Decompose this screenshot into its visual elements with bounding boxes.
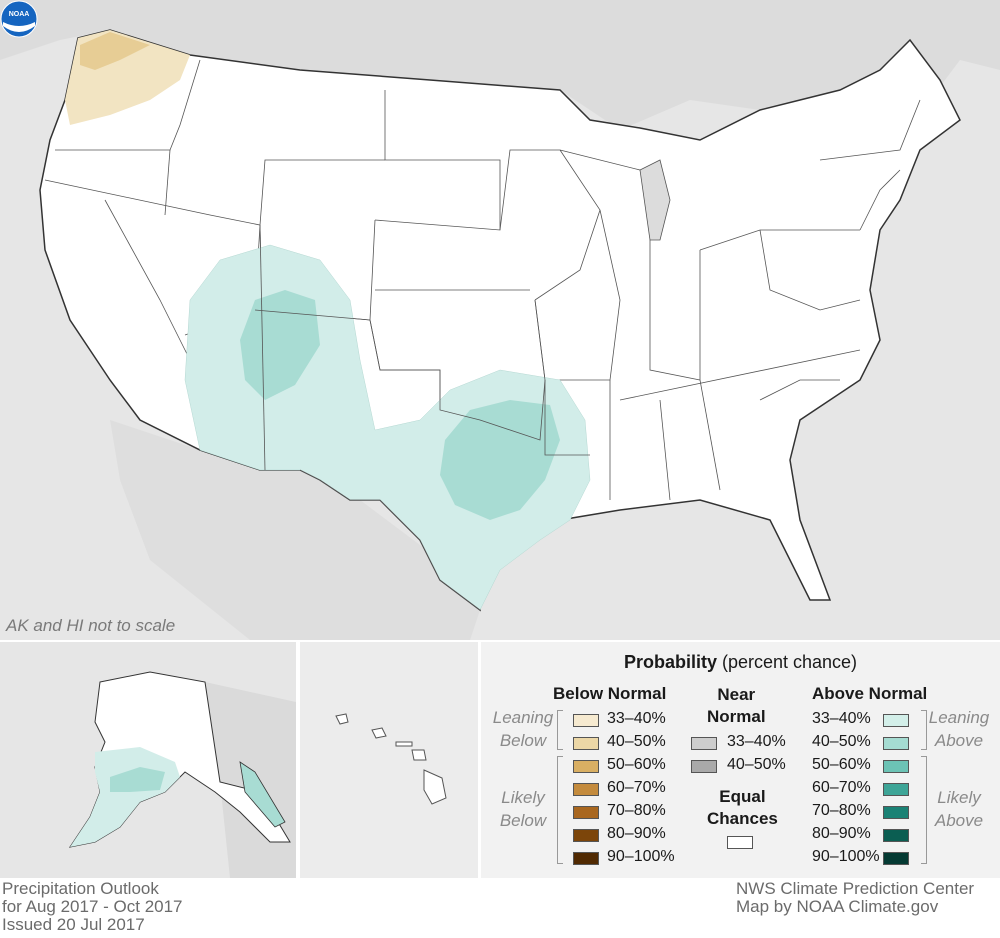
above-normal-item-swatch bbox=[883, 806, 909, 819]
maui bbox=[411, 749, 427, 761]
near-normal-item-swatch bbox=[691, 760, 717, 773]
footer-period: for Aug 2017 - Oct 2017 bbox=[2, 897, 183, 916]
below-normal-item-swatch bbox=[573, 783, 599, 796]
leaning-below-label-1: Leaning bbox=[492, 708, 554, 727]
likely-below-bracket bbox=[557, 756, 563, 864]
below-normal-item-swatch bbox=[573, 737, 599, 750]
near-normal-item-swatch bbox=[691, 737, 717, 750]
below-normal-item-label: 80–90% bbox=[607, 825, 666, 842]
conus-map: AK and HI not to scale NOAA bbox=[0, 0, 1000, 640]
below-normal-item-label: 60–70% bbox=[607, 779, 666, 796]
below-normal-moderate-nw bbox=[80, 32, 150, 70]
noaa-logo-text: NOAA bbox=[9, 11, 30, 18]
above-normal-item-label: 40–50% bbox=[812, 733, 871, 750]
legend: Probability (percent chance) Below Norma… bbox=[481, 642, 1000, 878]
leaning-above-label: Leaning Above bbox=[921, 706, 997, 752]
noaa-logo-icon: NOAA bbox=[0, 0, 38, 38]
likely-below-label-1: Likely bbox=[501, 788, 545, 807]
leaning-below-label: Leaning Below bbox=[481, 706, 565, 752]
near-normal-header: Near Normal bbox=[707, 684, 766, 728]
above-normal-item-label: 70–80% bbox=[812, 802, 871, 819]
likely-above-label-1: Likely bbox=[937, 788, 981, 807]
below-normal-item-label: 90–100% bbox=[607, 848, 675, 865]
great-lake bbox=[639, 159, 671, 241]
above-normal-item-swatch bbox=[883, 783, 909, 796]
below-normal-item-swatch bbox=[573, 714, 599, 727]
canada-land bbox=[0, 0, 1000, 140]
below-normal-item-swatch bbox=[573, 806, 599, 819]
likely-below-label: Likely Below bbox=[481, 786, 565, 832]
above-normal-item-label: 33–40% bbox=[812, 710, 871, 727]
below-normal-header: Below Normal bbox=[553, 684, 667, 703]
above-normal-item-label: 90–100% bbox=[812, 848, 880, 865]
below-normal-item-label: 50–60% bbox=[607, 756, 666, 773]
legend-title-rest: (percent chance) bbox=[716, 652, 858, 672]
molokai bbox=[395, 741, 413, 747]
mexico-land bbox=[110, 420, 480, 640]
not-to-scale-note: AK and HI not to scale bbox=[6, 616, 176, 635]
above-normal-item-label: 50–60% bbox=[812, 756, 871, 773]
leaning-below-bracket bbox=[557, 710, 563, 750]
above-normal-item-label: 60–70% bbox=[812, 779, 871, 796]
below-normal-item-label: 40–50% bbox=[607, 733, 666, 750]
alaska-above-moderate bbox=[110, 767, 165, 792]
above-normal-item-swatch bbox=[883, 829, 909, 842]
equal-chances-label-2: Chances bbox=[707, 809, 778, 828]
likely-above-label: Likely Above bbox=[921, 786, 997, 832]
near-normal-item-label: 33–40% bbox=[727, 733, 786, 750]
oahu bbox=[371, 727, 387, 739]
legend-title-bold: Probability bbox=[623, 652, 717, 672]
footer-left: Precipitation Outlook for Aug 2017 - Oct… bbox=[2, 880, 183, 934]
equal-chances-label: Equal Chances bbox=[707, 786, 778, 830]
kauai bbox=[335, 713, 349, 725]
legend-title: Probability (percent chance) bbox=[481, 652, 1000, 673]
likely-above-bracket bbox=[921, 756, 927, 864]
above-normal-item-swatch bbox=[883, 737, 909, 750]
below-normal-item-label: 33–40% bbox=[607, 710, 666, 727]
conus-map-svg bbox=[0, 0, 1000, 640]
equal-chances-swatch bbox=[727, 836, 753, 849]
above-normal-moderate-texas bbox=[440, 400, 560, 520]
state-lines-overlay bbox=[254, 224, 590, 611]
near-normal-header-1: Near bbox=[717, 685, 756, 704]
likely-above-label-2: Above bbox=[934, 811, 984, 830]
hawaii-map-svg bbox=[335, 713, 447, 805]
above-normal-item-swatch bbox=[883, 714, 909, 727]
below-normal-item-swatch bbox=[573, 760, 599, 773]
alaska-above-leaning bbox=[70, 747, 180, 847]
leaning-above-label-2: Above bbox=[934, 731, 984, 750]
leaning-below-label-2: Below bbox=[499, 731, 547, 750]
above-normal-moderate-4corners bbox=[240, 290, 320, 400]
alaska-map-svg bbox=[68, 671, 296, 878]
alaska-map bbox=[0, 642, 296, 878]
equal-chances-label-1: Equal bbox=[719, 787, 766, 806]
alaska-panhandle bbox=[239, 761, 286, 828]
above-normal-item-label: 80–90% bbox=[812, 825, 871, 842]
near-normal-item-label: 40–50% bbox=[727, 756, 786, 773]
above-normal-item-swatch bbox=[883, 760, 909, 773]
likely-below-label-2: Below bbox=[499, 811, 547, 830]
leaning-above-bracket bbox=[921, 710, 927, 750]
below-normal-item-label: 70–80% bbox=[607, 802, 666, 819]
below-normal-item-swatch bbox=[573, 852, 599, 865]
leaning-above-label-1: Leaning bbox=[928, 708, 990, 727]
below-normal-item-swatch bbox=[573, 829, 599, 842]
above-normal-header: Above Normal bbox=[812, 684, 928, 703]
footer-title: Precipitation Outlook bbox=[2, 879, 159, 898]
footer-credit-map: Map by NOAA Climate.gov bbox=[736, 897, 939, 916]
near-normal-header-2: Normal bbox=[707, 707, 766, 726]
footer-credit-cpc: NWS Climate Prediction Center bbox=[736, 879, 975, 898]
footer-issued: Issued 20 Jul 2017 bbox=[2, 915, 145, 934]
above-normal-item-swatch bbox=[883, 852, 909, 865]
footer-right: NWS Climate Prediction Center Map by NOA… bbox=[736, 880, 974, 916]
hawaii-map bbox=[300, 642, 478, 878]
big-island bbox=[423, 769, 447, 805]
